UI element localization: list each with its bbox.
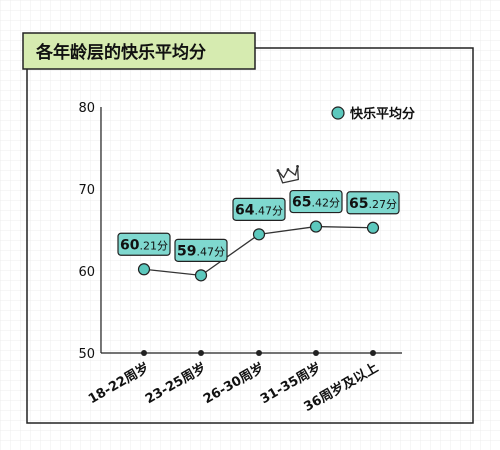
data-label-box (346, 191, 400, 215)
title-badge: 各年龄层的快乐平均分 (22, 32, 256, 70)
x-tick-dot (141, 350, 147, 356)
x-tick-dot (198, 350, 204, 356)
data-label: 65.27分 (346, 191, 400, 215)
legend: 快乐平均分 (331, 106, 415, 122)
y-tick-label: 60 (78, 265, 95, 280)
data-point (366, 221, 380, 234)
data-label: 60.21分 (117, 232, 171, 256)
y-tick-label: 50 (78, 347, 95, 362)
data-point (194, 269, 208, 282)
data-label-box (174, 238, 228, 262)
data-label-text: 59.47分 (177, 243, 225, 259)
data-label: 64.47分 (232, 197, 286, 221)
x-tick-dot (256, 350, 262, 356)
data-label-box (117, 232, 171, 256)
chart-title: 各年龄层的快乐平均分 (35, 42, 206, 63)
series-layer: 60.21分 59.47分 64.47分 65.42分 65.27分 (117, 189, 400, 356)
y-tick-label: 80 (78, 101, 95, 116)
title-background (22, 32, 256, 70)
y-tick-label: 70 (78, 183, 95, 198)
data-label-box (232, 197, 286, 221)
data-label-text: 64.47分 (235, 202, 283, 218)
x-tick-dot (370, 350, 376, 356)
data-label: 65.42分 (289, 189, 343, 214)
data-label-text: 60.21分 (120, 237, 168, 253)
y-ticks: 50 60 70 80 (78, 101, 95, 362)
legend-label: 快乐平均分 (350, 106, 415, 122)
data-label: 59.47分 (174, 238, 228, 262)
x-tick-dot (313, 350, 319, 356)
crown-icon (276, 164, 299, 184)
legend-marker (331, 106, 345, 120)
data-label-text: 65.27分 (349, 196, 397, 212)
data-label-box (289, 189, 343, 214)
data-label-text: 65.42分 (292, 195, 340, 211)
data-point (309, 220, 323, 233)
data-point (137, 263, 151, 276)
data-point (252, 228, 266, 241)
